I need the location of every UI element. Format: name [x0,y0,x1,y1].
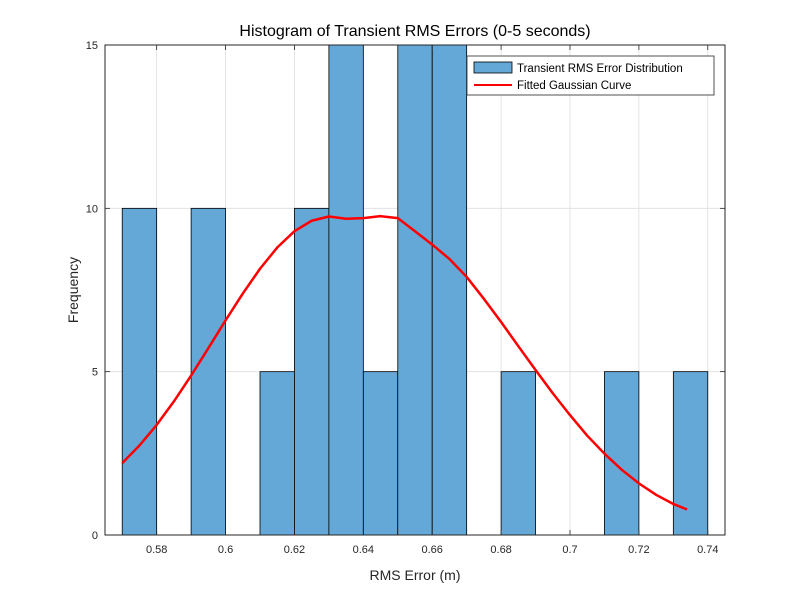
plot-box [104,44,726,536]
y-tick-labels: 0 5 10 15 [86,40,98,542]
histogram-bar [500,371,536,536]
histogram-bar [121,207,158,536]
y-tick-label: 5 [92,367,98,379]
y-tick-label: 10 [86,203,98,215]
legend: Transient RMS Error Distribution Fitted … [466,55,715,96]
x-tick-label: 0.7 [562,544,577,556]
x-tick-label: 0.74 [697,544,718,556]
x-tick-label: 0.6 [218,544,233,556]
legend-label-histogram: Transient RMS Error Distribution [517,63,683,75]
x-tick-label: 0.72 [628,544,649,556]
x-tick-label: 0.66 [422,544,443,556]
histogram-bars [121,44,709,536]
histogram-bar [672,371,709,536]
histogram-bar [397,44,433,536]
y-tick-label: 0 [92,530,98,542]
histogram-bar [259,371,295,536]
histogram-bar [190,207,226,536]
histogram-bar [604,371,640,536]
gaussian-curve [121,214,688,511]
histogram-bar [328,44,364,536]
chart-title: Histogram of Transient RMS Errors (0-5 s… [239,23,590,40]
x-tick-label: 0.62 [284,544,305,556]
gaussian-curve-layer [121,214,688,511]
x-tick-label: 0.68 [490,544,511,556]
x-axis-label: RMS Error (m) [370,567,461,583]
x-tick-label: 0.64 [353,544,374,556]
x-tick-labels: 0.58 0.6 0.62 0.64 0.66 0.68 0.7 0.72 0.74 [146,544,719,556]
legend-label-gaussian: Fitted Gaussian Curve [517,80,631,92]
histogram-bar [362,371,399,536]
legend-swatch-histogram [473,61,513,74]
y-tick-label: 15 [86,40,98,52]
y-axis-label: Frequency [65,257,81,323]
histogram-bar [294,207,330,536]
histogram-bar [431,44,468,536]
x-tick-label: 0.58 [146,544,167,556]
axis-ticks [105,44,725,536]
